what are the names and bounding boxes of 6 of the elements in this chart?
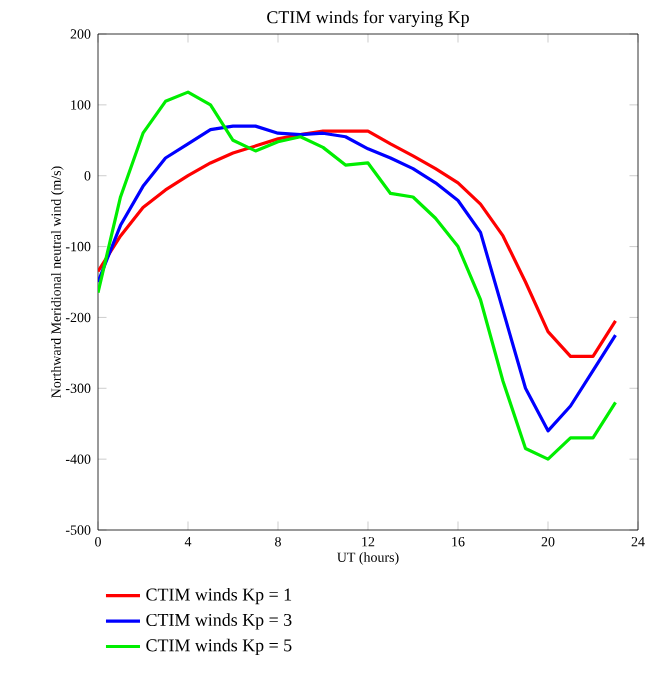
legend-label: CTIM winds Kp = 3 [146,613,292,630]
legend-label: CTIM winds Kp = 5 [146,638,292,656]
line-series [98,124,618,433]
line-series [98,90,618,461]
chart-title: CTIM winds for varying Kp [267,10,469,27]
legend-label: CTIM winds Kp = 1 [146,587,292,605]
